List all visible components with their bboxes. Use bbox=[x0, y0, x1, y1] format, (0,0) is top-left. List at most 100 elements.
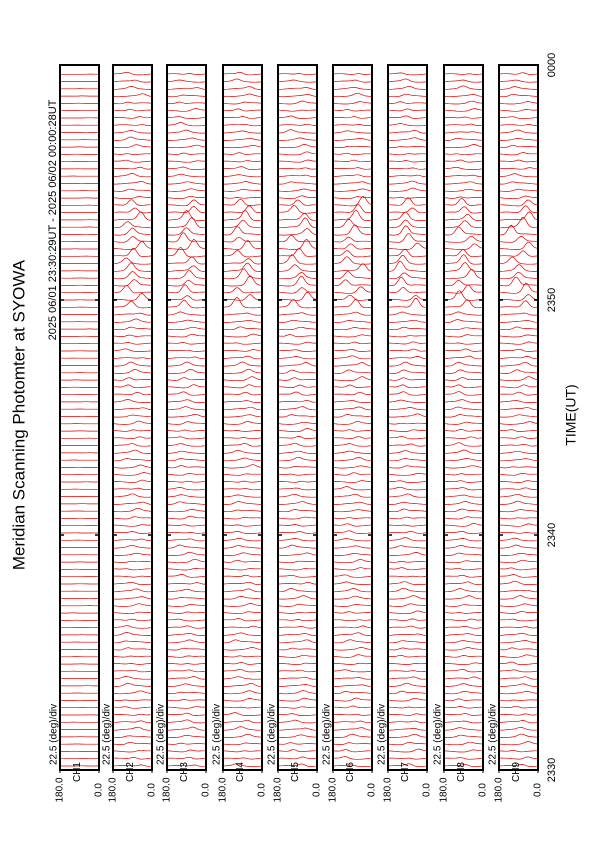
trace bbox=[167, 719, 206, 724]
y-tick-label: 0.0 bbox=[94, 783, 105, 797]
y-tick-label: 0.0 bbox=[201, 783, 212, 797]
trace bbox=[113, 472, 152, 476]
trace bbox=[333, 101, 372, 105]
trace bbox=[224, 437, 262, 440]
trace bbox=[388, 654, 427, 658]
trace bbox=[388, 101, 427, 104]
trace bbox=[333, 152, 371, 156]
trace bbox=[444, 174, 482, 178]
trace bbox=[278, 356, 317, 360]
trace bbox=[444, 188, 483, 192]
trace bbox=[388, 211, 427, 221]
trace bbox=[278, 763, 317, 767]
trace bbox=[499, 749, 537, 753]
trace bbox=[499, 458, 538, 462]
trace bbox=[388, 493, 427, 498]
trace bbox=[167, 669, 206, 673]
trace bbox=[333, 327, 372, 331]
trace bbox=[113, 399, 152, 403]
trace bbox=[223, 78, 262, 83]
y-tick-label: 180.0 bbox=[494, 777, 505, 802]
trace bbox=[444, 480, 483, 483]
trace bbox=[499, 756, 538, 760]
trace bbox=[168, 137, 206, 141]
trace bbox=[223, 355, 262, 360]
trace bbox=[388, 537, 427, 542]
trace bbox=[499, 334, 538, 338]
trace bbox=[278, 749, 316, 753]
trace bbox=[167, 676, 205, 680]
trace bbox=[223, 130, 261, 134]
trace bbox=[114, 524, 151, 527]
trace bbox=[279, 159, 316, 163]
trace bbox=[113, 516, 152, 520]
trace bbox=[444, 473, 482, 476]
trace bbox=[499, 72, 538, 75]
trace bbox=[389, 384, 426, 389]
trace bbox=[113, 71, 152, 76]
trace bbox=[499, 450, 537, 454]
trace bbox=[113, 284, 151, 294]
trace bbox=[499, 195, 538, 200]
trace bbox=[278, 480, 317, 483]
trace bbox=[499, 167, 538, 170]
y-tick-label: 0.0 bbox=[367, 783, 378, 797]
trace bbox=[167, 625, 206, 629]
trace bbox=[168, 319, 206, 323]
trace bbox=[388, 443, 427, 447]
trace bbox=[279, 272, 317, 280]
panel-frame bbox=[222, 64, 263, 771]
trace bbox=[113, 741, 152, 745]
trace bbox=[114, 640, 152, 644]
trace bbox=[167, 551, 206, 556]
trace bbox=[334, 138, 372, 141]
trace bbox=[167, 480, 206, 483]
trace bbox=[334, 523, 372, 527]
trace bbox=[278, 188, 317, 192]
trace bbox=[278, 205, 317, 214]
trace bbox=[223, 391, 262, 396]
trace bbox=[278, 400, 316, 403]
trace bbox=[279, 619, 317, 622]
trace bbox=[223, 197, 262, 199]
trace bbox=[113, 173, 152, 178]
trace bbox=[279, 384, 316, 388]
trace bbox=[223, 625, 262, 629]
trace bbox=[223, 86, 261, 90]
trace bbox=[167, 538, 206, 542]
y-tick-label: 0.0 bbox=[312, 783, 323, 797]
trace bbox=[499, 86, 537, 90]
trace bbox=[113, 757, 152, 760]
trace bbox=[278, 100, 317, 105]
trace bbox=[445, 501, 483, 505]
trace bbox=[444, 79, 483, 83]
trace bbox=[113, 130, 151, 134]
trace bbox=[114, 384, 151, 389]
trace bbox=[224, 361, 262, 367]
trace bbox=[499, 276, 538, 287]
trace bbox=[499, 282, 538, 294]
trace bbox=[167, 756, 206, 760]
trace bbox=[167, 465, 206, 469]
scale-label: 22.5 (deg)/div bbox=[377, 704, 388, 765]
panel: 180.0 0.0 CH6 22.5 (deg)/div bbox=[322, 64, 378, 803]
trace bbox=[388, 407, 426, 411]
trace bbox=[499, 300, 538, 308]
trace bbox=[114, 342, 152, 345]
trace bbox=[224, 639, 262, 644]
trace bbox=[499, 632, 537, 636]
trace bbox=[388, 567, 426, 571]
trace bbox=[444, 254, 483, 265]
trace bbox=[389, 524, 427, 527]
trace bbox=[113, 669, 152, 673]
trace bbox=[499, 93, 538, 98]
trace bbox=[279, 362, 317, 367]
trace bbox=[223, 588, 261, 593]
trace bbox=[499, 517, 538, 520]
trace bbox=[167, 232, 206, 243]
trace bbox=[499, 509, 538, 513]
panel-frame bbox=[112, 64, 153, 771]
trace bbox=[389, 640, 427, 644]
trace bbox=[167, 152, 205, 155]
trace bbox=[499, 493, 538, 498]
